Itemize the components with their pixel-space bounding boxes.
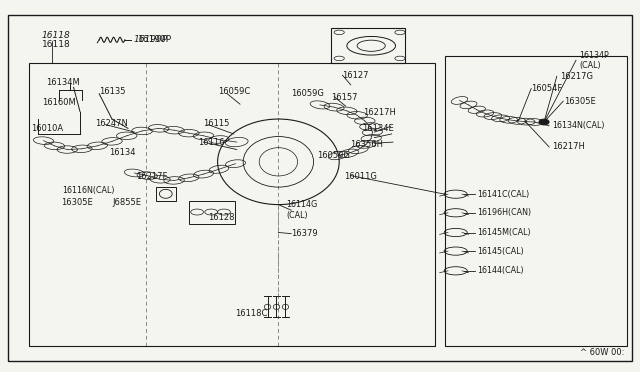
Text: 16145M(CAL): 16145M(CAL) <box>477 228 531 237</box>
Text: 16160M: 16160M <box>42 98 76 107</box>
Bar <box>445 56 627 346</box>
Text: 16305E: 16305E <box>564 97 596 106</box>
Text: 16135: 16135 <box>99 87 125 96</box>
Text: 16157: 16157 <box>332 93 358 102</box>
Text: 16114G
(CAL): 16114G (CAL) <box>286 201 317 220</box>
Bar <box>29 63 435 346</box>
Text: 16356H: 16356H <box>350 140 383 149</box>
Text: J6855E: J6855E <box>112 198 141 207</box>
Text: 16127: 16127 <box>342 71 369 80</box>
Text: 16217H: 16217H <box>552 142 584 151</box>
Text: 16059C: 16059C <box>218 87 250 96</box>
Text: 16145(CAL): 16145(CAL) <box>477 247 524 256</box>
Text: 16011G: 16011G <box>344 172 376 181</box>
Text: 16134E: 16134E <box>362 124 394 133</box>
Bar <box>156 187 176 201</box>
Text: 16134N(CAL): 16134N(CAL) <box>552 121 604 130</box>
Text: 16379: 16379 <box>291 229 318 238</box>
Text: 16054F: 16054F <box>531 84 563 93</box>
Text: 16118C: 16118C <box>236 309 268 318</box>
Text: 16196H(CAN): 16196H(CAN) <box>477 208 531 217</box>
Text: 16118: 16118 <box>42 31 70 40</box>
Text: 16118: 16118 <box>42 40 70 49</box>
Text: 16128: 16128 <box>208 213 234 222</box>
Text: 16134M: 16134M <box>46 78 80 87</box>
Ellipse shape <box>539 119 549 125</box>
Text: 16059G: 16059G <box>291 89 324 98</box>
Text: 16141C(CAL): 16141C(CAL) <box>477 190 529 199</box>
Text: 16134P
(CAL): 16134P (CAL) <box>579 51 609 70</box>
Text: 16247N: 16247N <box>95 119 127 128</box>
Text: 16010A: 16010A <box>31 124 63 133</box>
Text: 16059G: 16059G <box>317 151 349 160</box>
Text: 16116N(CAL): 16116N(CAL) <box>62 186 115 195</box>
Text: 16115: 16115 <box>204 119 230 128</box>
Text: 16116: 16116 <box>198 138 225 147</box>
Text: 16190P: 16190P <box>138 35 172 44</box>
Text: 16217G: 16217G <box>560 72 593 81</box>
Text: ^ 60W 00:: ^ 60W 00: <box>580 348 624 357</box>
Text: 16305E: 16305E <box>61 198 93 207</box>
Text: 16217F: 16217F <box>136 172 168 181</box>
Text: 16190P: 16190P <box>133 35 167 44</box>
Bar <box>331 28 405 63</box>
Text: 16144(CAL): 16144(CAL) <box>477 266 524 275</box>
Text: 16217H: 16217H <box>364 108 396 117</box>
Bar <box>189 201 235 224</box>
Text: 16134: 16134 <box>109 148 135 157</box>
